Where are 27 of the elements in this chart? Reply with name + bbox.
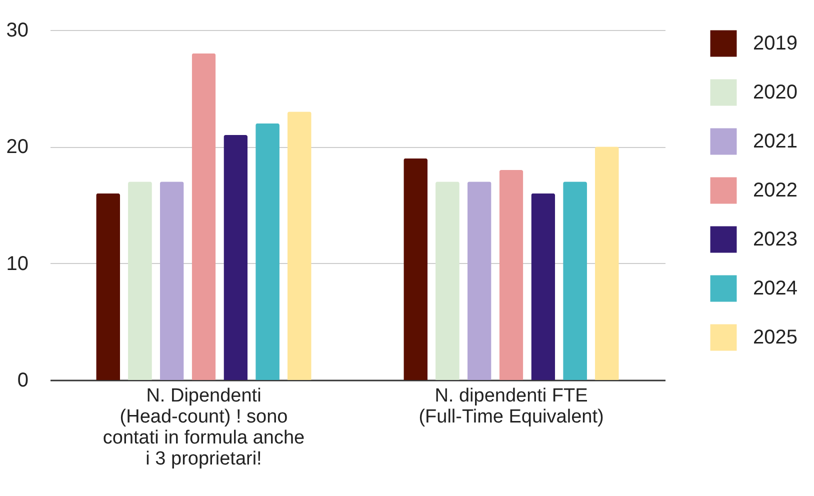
legend-label: 2021 bbox=[753, 130, 798, 152]
y-tick-label: 0 bbox=[17, 370, 28, 392]
legend-label: 2019 bbox=[753, 32, 798, 54]
bar bbox=[224, 135, 248, 380]
bar bbox=[287, 112, 312, 380]
y-tick-label: 10 bbox=[6, 252, 28, 275]
bar bbox=[563, 182, 587, 380]
bar bbox=[160, 182, 184, 380]
y-tick-label: 30 bbox=[6, 20, 28, 42]
legend-label: 2023 bbox=[753, 228, 798, 250]
bar bbox=[404, 158, 428, 380]
x-tick-label: N. Dipendenti (Head-count) ! sono contati in formula anche i 3 proprietari! bbox=[102, 386, 305, 470]
legend-label: 2025 bbox=[753, 326, 798, 348]
bar bbox=[128, 182, 152, 380]
bar bbox=[467, 182, 492, 380]
bar bbox=[531, 193, 556, 380]
x-tick-label: N. dipendenti FTE (Full-Time Equivalent) bbox=[418, 386, 604, 428]
bar bbox=[594, 146, 619, 380]
bar bbox=[192, 53, 216, 380]
bar bbox=[499, 170, 524, 380]
bar bbox=[96, 193, 120, 380]
bar bbox=[256, 123, 280, 380]
legend-label: 2024 bbox=[753, 278, 798, 300]
legend-label: 2020 bbox=[753, 82, 798, 104]
legend-label: 2022 bbox=[753, 180, 798, 202]
bar bbox=[436, 182, 460, 380]
y-tick-label: 20 bbox=[6, 136, 28, 158]
